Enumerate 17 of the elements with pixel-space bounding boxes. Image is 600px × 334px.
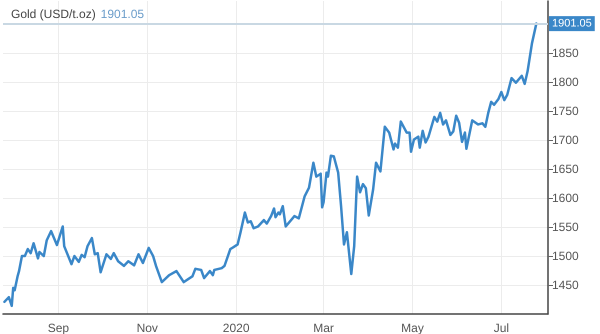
x-tick-label: Nov — [136, 321, 158, 334]
x-tick-label: Jul — [494, 321, 510, 334]
y-tick-label: 1550 — [552, 220, 580, 234]
y-tick-label: 1750 — [552, 104, 580, 118]
y-tick-label: 1800 — [552, 75, 580, 90]
text: 1901.05 — [100, 7, 144, 21]
y-tick-label: 1600 — [552, 191, 580, 206]
y-tick-label: 1650 — [552, 162, 580, 176]
y-tick-label: 1700 — [552, 133, 580, 148]
ref-line-label: 1901.05 — [552, 18, 592, 30]
text: Gold (USD/t.oz) — [11, 7, 96, 21]
y-tick-label: 1850 — [552, 46, 580, 60]
y-tick-label: 1450 — [552, 278, 580, 292]
y-tick-label: 1500 — [552, 249, 580, 264]
x-tick-label: 2020 — [222, 321, 250, 334]
line-series — [3, 22, 538, 308]
x-tick-label: Mar — [313, 321, 334, 334]
